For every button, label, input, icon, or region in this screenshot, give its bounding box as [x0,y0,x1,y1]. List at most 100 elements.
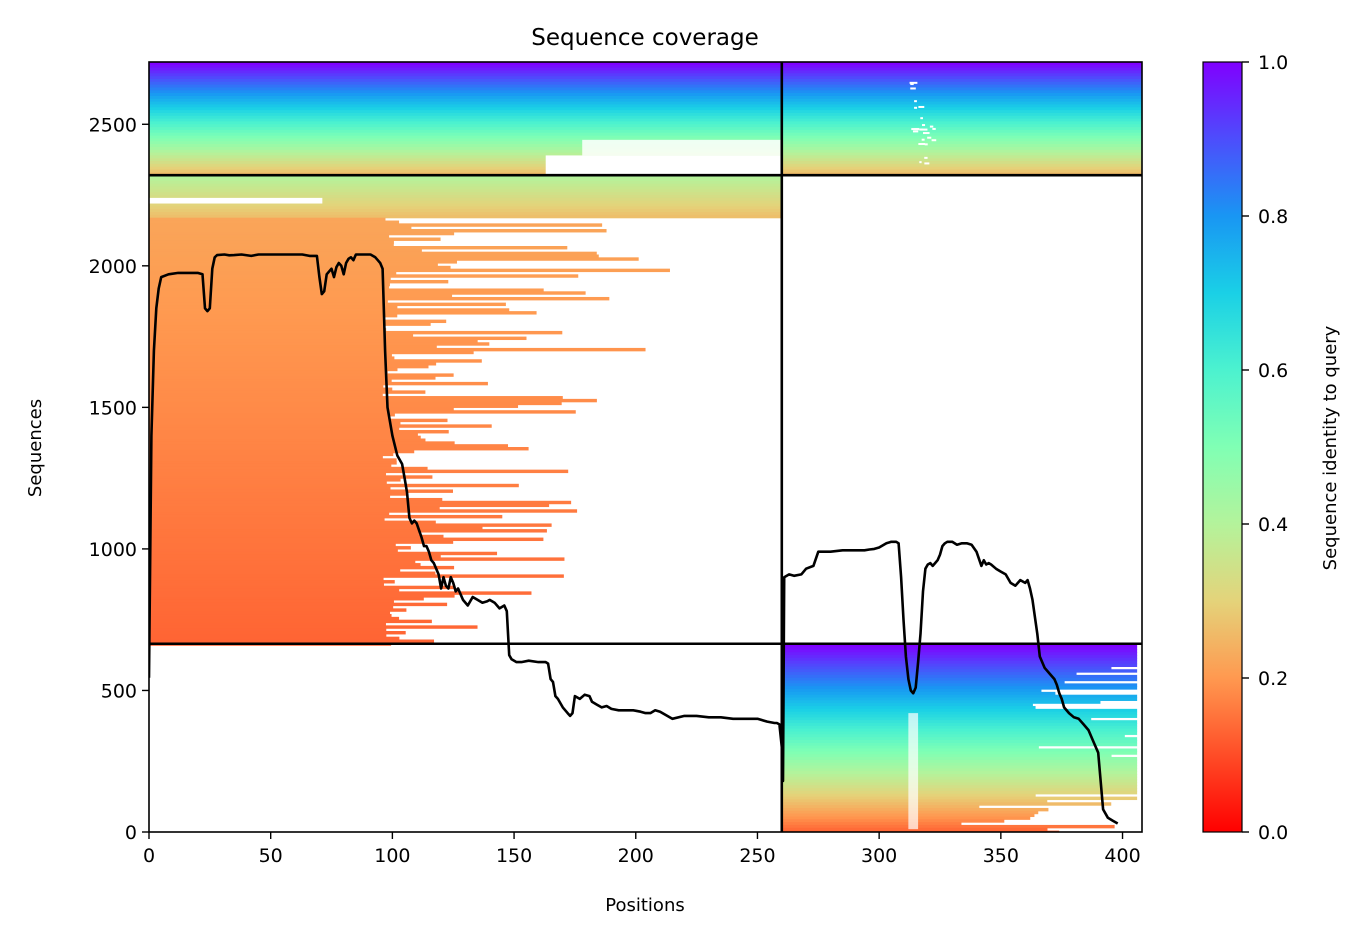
heat-row [149,178,782,182]
heat-row [781,754,1112,758]
heat-row [149,277,391,281]
heat-row [149,81,782,86]
heat-row [781,90,1142,94]
heat-gap [921,124,926,127]
heat-row [149,625,478,629]
heat-row [149,608,407,612]
heat-row [781,73,1142,77]
heat-row [781,98,1142,103]
heat-gap [914,106,918,109]
colorbar-tick-label: 0.2 [1258,668,1288,690]
heat-row [149,568,401,573]
heat-row [781,67,1142,72]
y-tick-label: 2000 [89,256,137,278]
heat-row [149,132,782,137]
heat-row [149,87,782,91]
heat-row [149,76,782,80]
heat-row [149,212,782,216]
heat-row [781,158,1142,162]
heat-row [149,350,474,355]
heat-row [149,231,455,236]
heat-row [149,628,387,632]
heat-row [149,70,782,74]
heat-row [149,580,395,584]
heat-row [149,413,395,417]
heat-row [149,410,576,414]
heat-row [149,243,394,247]
heat-row [149,180,782,185]
heat-gap [910,83,914,86]
y-tick-label: 1500 [89,397,137,419]
heat-row [149,345,437,349]
heat-row [149,602,448,607]
heat-row [781,773,1138,778]
heat-row [149,124,782,128]
heat-row [149,200,782,205]
heat-row [781,819,1005,823]
heat-row [149,364,429,369]
heat-gap [924,143,928,146]
heat-row [781,141,1142,145]
heat-row [781,84,1142,89]
heat-row [149,183,782,188]
heat-row [149,458,397,462]
heat-row [781,127,1142,131]
heat-row [149,611,391,615]
chart-title: Sequence coverage [531,25,759,51]
heat-row [781,663,1138,667]
heat-row [781,824,1115,829]
heat-row [149,138,782,142]
heat-row [149,415,389,420]
heat-row [149,370,388,374]
x-axis-label: Positions [605,895,684,916]
heat-row [149,424,492,428]
heat-row [149,322,431,326]
heat-row [781,115,1142,120]
heat-row [781,660,1138,665]
heat-row [149,588,400,592]
heat-row [149,359,482,363]
heat-row [149,506,440,510]
heat-row [149,67,782,72]
heat-row [149,110,782,114]
heat-row [781,714,1138,718]
x-tick-label: 250 [739,845,775,867]
y-tick-label: 1000 [89,539,137,561]
heat-row [149,62,782,66]
heat-row [149,489,453,493]
heat-gap [914,100,917,103]
heat-row [149,407,454,411]
heat-row [781,144,1142,148]
heat-row [781,101,1142,106]
heat-row [781,161,1142,165]
heat-row [149,517,385,522]
heat-row [149,195,782,199]
heat-row [149,526,483,530]
heat-row [149,540,454,544]
heat-row [781,779,1138,784]
heat-row [149,257,639,261]
heat-row [149,101,782,106]
heat-row [781,802,1112,806]
heat-row [781,646,1138,651]
heat-row [781,728,1138,733]
heat-row [781,657,1138,662]
heat-row [149,455,383,459]
heat-row [149,523,552,527]
heat-row [149,251,597,256]
heat-row [781,129,1142,134]
heat-row [149,509,578,513]
heat-row [781,87,1142,91]
heat-row [149,192,782,196]
heat-row [149,274,579,278]
heat-row [149,619,432,624]
heat-row [149,438,426,442]
x-tick-label: 50 [259,845,283,867]
heat-row [149,636,400,641]
heat-row [149,356,395,360]
heat-row [149,387,393,391]
colorbar-tick-label: 0.4 [1258,514,1288,536]
heat-row [149,571,436,575]
heat-row [781,782,1138,786]
